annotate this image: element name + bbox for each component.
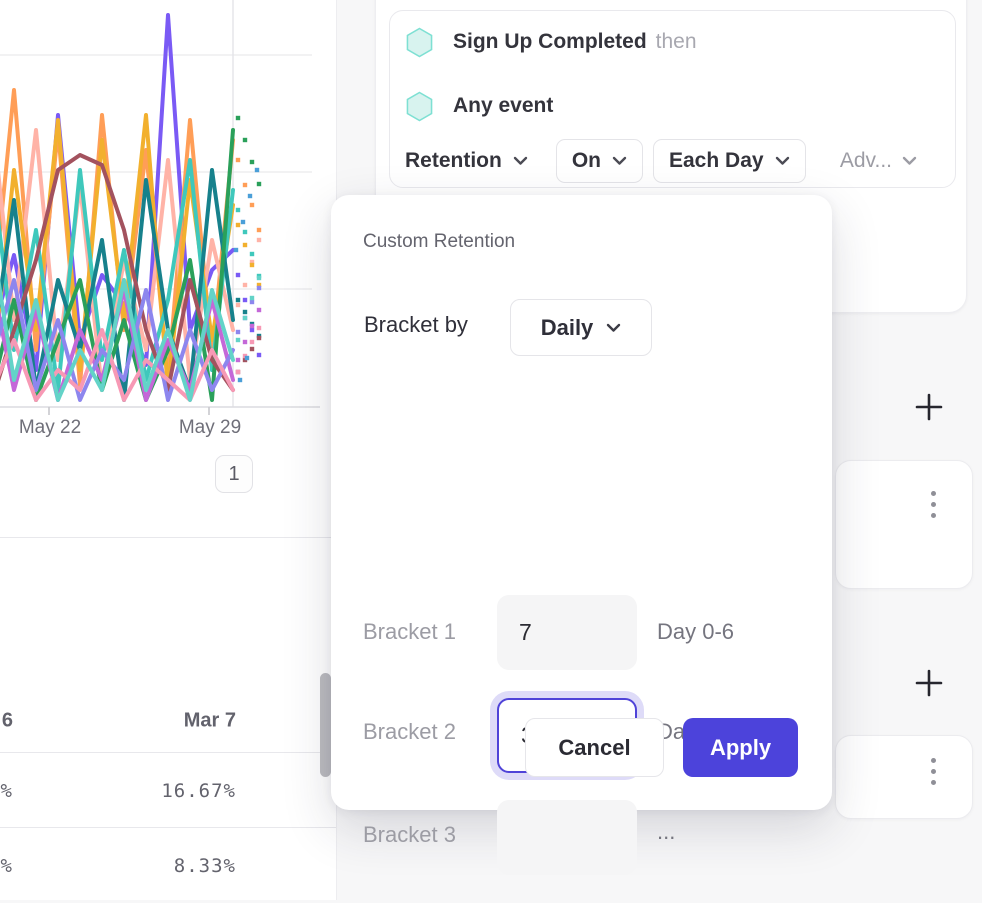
bracket-3-label: Bracket 3 xyxy=(363,822,456,847)
cancel-button[interactable]: Cancel xyxy=(525,718,664,777)
table-cell-value: 8.33% xyxy=(173,855,236,877)
table-row: % 16.67% xyxy=(0,754,336,828)
advanced-dropdown[interactable]: Adv... xyxy=(840,149,943,173)
plus-icon xyxy=(915,669,943,697)
event-hexagon-icon xyxy=(406,91,433,121)
bracket-1-range-label: Day 0-6 xyxy=(657,619,735,644)
table-header-clipped: 6 xyxy=(1,709,13,732)
chevron-down-icon xyxy=(607,323,621,332)
event-name: Any event xyxy=(453,94,554,117)
section-divider xyxy=(0,537,336,538)
chart-panel: May 22 May 29 1 6 Mar 7 % 16.67% % 8.33% xyxy=(0,0,337,900)
popover-title: Custom Retention xyxy=(363,231,516,252)
table-header-row: 6 Mar 7 xyxy=(0,690,336,753)
plus-icon xyxy=(915,393,943,421)
apply-button[interactable]: Apply xyxy=(683,718,798,777)
chevron-down-icon xyxy=(513,156,528,165)
event-row-any-event[interactable]: Any event xyxy=(406,87,553,125)
table-header-mar7: Mar 7 xyxy=(183,709,236,732)
x-axis-label: May 29 xyxy=(178,417,242,438)
event-row-signup[interactable]: Sign Up Completed then xyxy=(406,23,697,61)
vertical-scrollbar-thumb[interactable] xyxy=(320,673,331,777)
bracket-3-input[interactable] xyxy=(497,800,637,875)
retention-controls-row: Retention On Each Day xyxy=(401,138,943,184)
more-options-button[interactable] xyxy=(925,752,942,791)
chevron-down-icon xyxy=(612,156,627,165)
chevron-down-icon xyxy=(902,156,917,165)
table-cell-value: 16.67% xyxy=(161,779,236,802)
chevron-down-icon xyxy=(775,156,789,165)
event-builder-card: Sign Up Completed then Any event Retenti… xyxy=(389,10,956,188)
bracket-by-label: Bracket by xyxy=(364,312,468,337)
table-cell-clipped: % xyxy=(0,855,13,877)
measure-dropdown[interactable]: Retention xyxy=(401,149,532,173)
event-hexagon-icon xyxy=(406,27,433,57)
bracket-1-label: Bracket 1 xyxy=(363,619,456,644)
table-cell-clipped: % xyxy=(0,779,13,802)
add-step-button[interactable] xyxy=(905,659,953,707)
pagination-page-1-button[interactable]: 1 xyxy=(215,455,253,493)
bracket-by-dropdown[interactable]: Daily xyxy=(510,299,652,356)
x-axis-label: May 22 xyxy=(18,417,82,438)
event-then-text: then xyxy=(655,30,697,53)
event-name: Sign Up Completed xyxy=(453,30,647,53)
bracket-1-input[interactable]: 7 xyxy=(497,595,637,670)
retention-line-chart xyxy=(0,0,320,415)
custom-retention-popover: Custom Retention Bracket by Daily Bracke… xyxy=(331,195,832,875)
bracket-2-label: Bracket 2 xyxy=(363,719,456,744)
bracket-3-range-label: ... xyxy=(657,819,676,844)
add-step-button[interactable] xyxy=(905,383,953,431)
collapsed-section-card xyxy=(835,735,973,819)
collapsed-section-card xyxy=(835,460,973,589)
on-dropdown[interactable]: On xyxy=(555,139,643,183)
table-row: % 8.33% xyxy=(0,829,336,903)
more-options-button[interactable] xyxy=(925,485,942,524)
interval-dropdown[interactable]: Each Day xyxy=(653,139,806,183)
